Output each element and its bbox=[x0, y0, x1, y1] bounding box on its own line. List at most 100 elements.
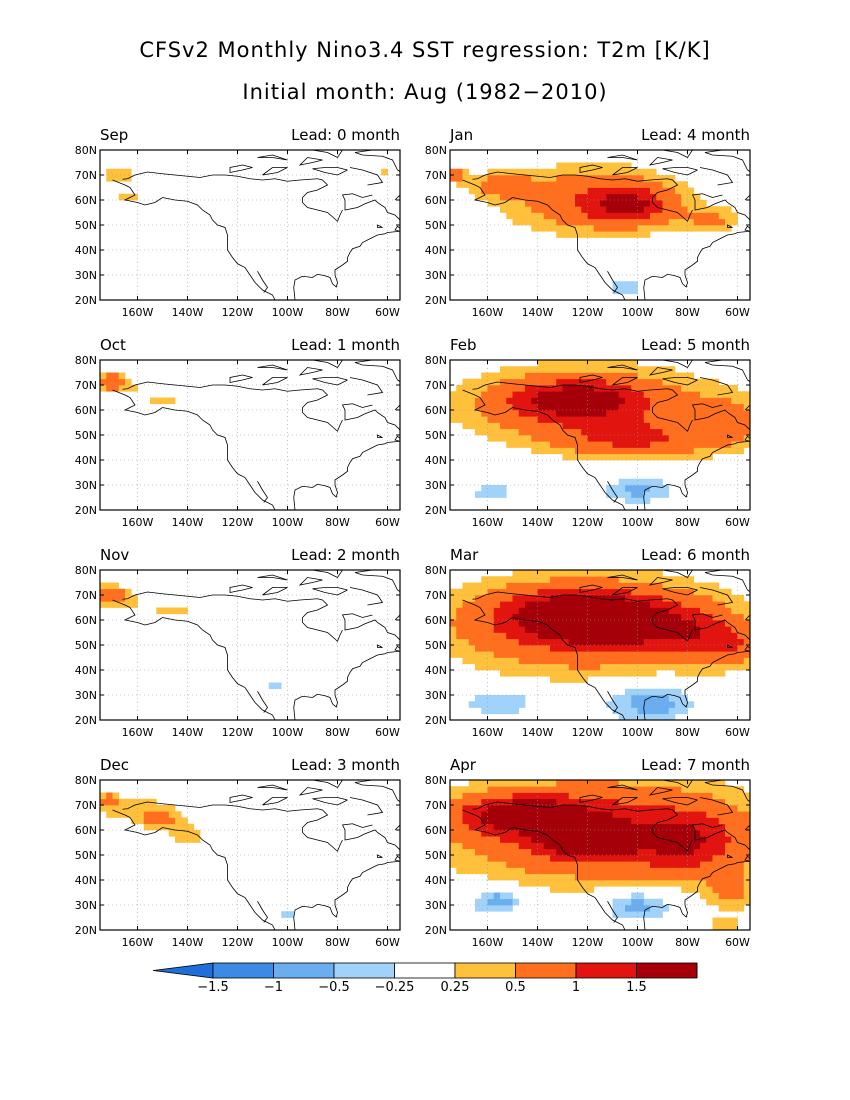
field-cell bbox=[675, 422, 682, 430]
field-cell bbox=[712, 836, 720, 843]
field-cell bbox=[156, 823, 163, 831]
field-cell bbox=[706, 453, 713, 461]
lon-tick-label: 140W bbox=[522, 726, 554, 739]
field-cell bbox=[668, 416, 676, 423]
field-cell bbox=[543, 873, 551, 881]
field-cell bbox=[518, 780, 526, 787]
field-cell bbox=[112, 378, 120, 386]
field-cell bbox=[562, 848, 570, 856]
field-cell bbox=[650, 372, 657, 380]
field-cell bbox=[612, 206, 620, 213]
field-cell bbox=[668, 620, 676, 627]
field-cell bbox=[450, 632, 457, 640]
field-cell bbox=[643, 701, 651, 708]
field-cell bbox=[512, 200, 520, 207]
field-cell bbox=[562, 811, 570, 818]
field-cell bbox=[625, 911, 632, 918]
field-cell bbox=[631, 582, 638, 590]
field-cell bbox=[706, 842, 713, 850]
field-cell bbox=[500, 695, 507, 702]
field-cell bbox=[581, 378, 588, 386]
field-cell bbox=[525, 416, 532, 423]
field-cell bbox=[687, 626, 695, 633]
field-cell bbox=[575, 397, 582, 405]
field-cell bbox=[556, 880, 563, 887]
field-cell bbox=[143, 817, 151, 825]
lon-tick-label: 140W bbox=[172, 516, 204, 529]
field-cell bbox=[562, 366, 570, 373]
field-cell bbox=[587, 576, 595, 583]
field-cell bbox=[593, 663, 601, 671]
field-cell bbox=[556, 861, 563, 868]
field-cell bbox=[181, 830, 188, 837]
field-cell bbox=[600, 651, 607, 658]
field-cell bbox=[587, 613, 595, 621]
field-cell bbox=[587, 422, 595, 430]
field-cell bbox=[631, 200, 638, 207]
field-cell bbox=[737, 830, 745, 837]
chart-title: CFSv2 Monthly Nino3.4 SST regression: T2… bbox=[139, 38, 711, 62]
lon-tick-label: 100W bbox=[622, 306, 654, 319]
field-cell bbox=[731, 403, 738, 411]
field-cell bbox=[175, 823, 182, 831]
field-cell bbox=[550, 836, 557, 843]
field-cell bbox=[675, 181, 682, 188]
field-cell bbox=[631, 287, 638, 295]
colorbar-label: 1.5 bbox=[626, 980, 647, 995]
field-cell bbox=[706, 873, 713, 881]
field-cell bbox=[706, 595, 713, 602]
field-cell bbox=[493, 792, 501, 800]
field-cell bbox=[606, 372, 613, 380]
field-cell bbox=[156, 811, 163, 818]
field-cell bbox=[712, 792, 720, 800]
field-cell bbox=[537, 576, 545, 583]
field-cell bbox=[512, 168, 520, 176]
field-cell bbox=[737, 435, 745, 442]
field-cell bbox=[743, 397, 750, 405]
colorbar-segment bbox=[515, 962, 577, 979]
lat-tick-label: 40N bbox=[75, 664, 97, 677]
field-cell bbox=[650, 588, 657, 596]
field-cell bbox=[675, 372, 682, 380]
field-cell bbox=[631, 231, 638, 238]
field-cell bbox=[556, 570, 563, 577]
colorbar-segment bbox=[333, 962, 395, 979]
panel-lead: Lead: 1 month bbox=[291, 336, 400, 354]
field-cell bbox=[556, 638, 563, 646]
field-cell bbox=[525, 441, 532, 448]
field-cell bbox=[662, 485, 670, 492]
field-cell bbox=[487, 823, 495, 831]
field-cell bbox=[475, 867, 482, 875]
field-cell bbox=[525, 595, 532, 602]
field-cell bbox=[668, 225, 676, 232]
field-cell bbox=[618, 638, 626, 646]
field-cell bbox=[625, 873, 632, 881]
field-cell bbox=[487, 701, 495, 708]
field-cell bbox=[568, 360, 576, 367]
field-cell bbox=[662, 601, 670, 608]
field-cell bbox=[675, 786, 682, 793]
field-cell bbox=[487, 892, 495, 900]
field-cell bbox=[500, 855, 507, 862]
field-cell bbox=[731, 823, 738, 831]
field-cell bbox=[456, 786, 463, 793]
field-cell bbox=[500, 422, 507, 430]
field-cell bbox=[681, 601, 688, 608]
field-cell bbox=[700, 378, 707, 386]
field-cell bbox=[550, 663, 557, 671]
field-cell bbox=[450, 798, 457, 806]
field-cell bbox=[693, 886, 701, 893]
lon-tick-label: 80W bbox=[325, 306, 350, 319]
colorbar-label: −1 bbox=[264, 980, 283, 995]
field-cell bbox=[643, 582, 651, 590]
field-cell bbox=[506, 175, 513, 182]
field-cell bbox=[650, 582, 657, 590]
field-cell bbox=[131, 811, 138, 818]
field-cell bbox=[681, 670, 688, 677]
field-cell bbox=[606, 428, 613, 436]
field-cell bbox=[693, 588, 701, 596]
field-cell bbox=[562, 663, 570, 671]
field-cell bbox=[612, 855, 620, 862]
field-cell bbox=[643, 570, 651, 577]
field-cell bbox=[718, 410, 726, 417]
